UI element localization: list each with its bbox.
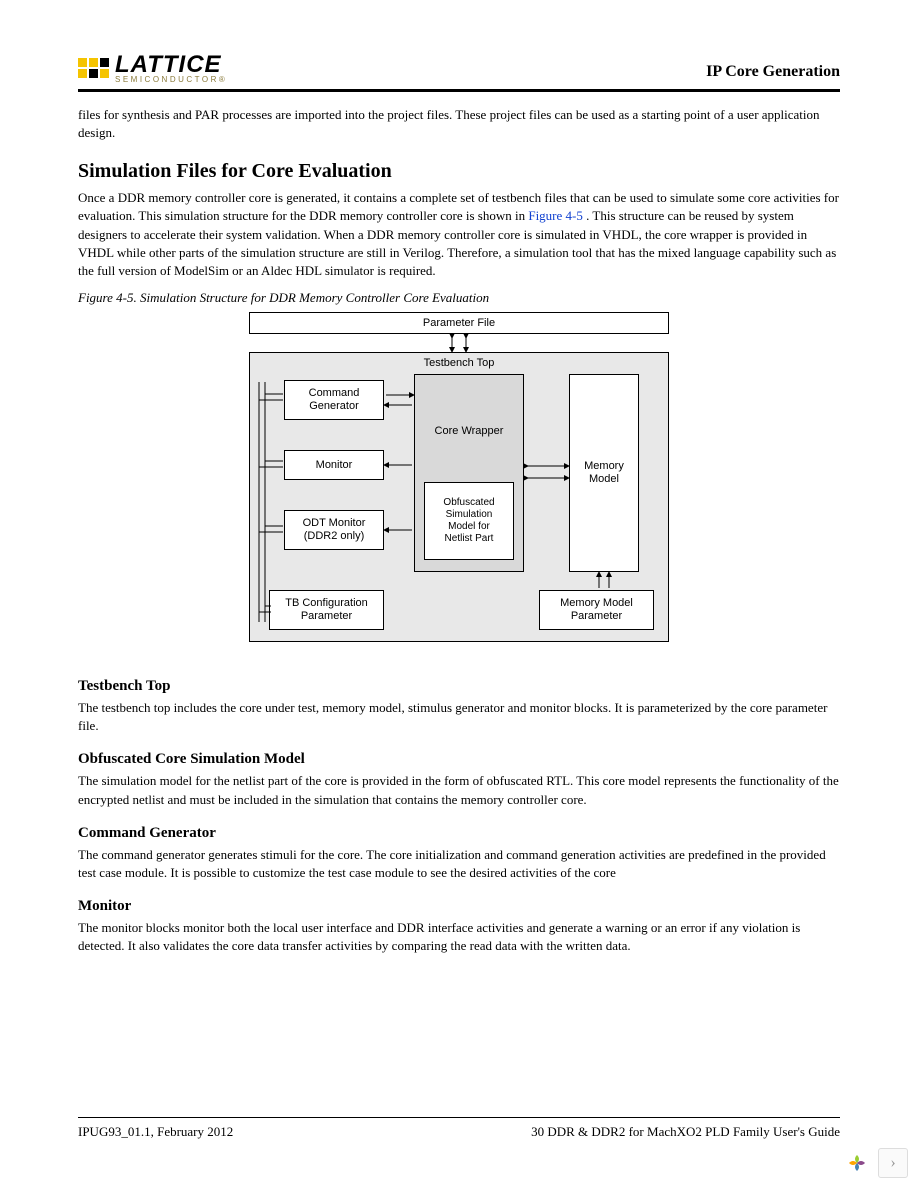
sub-testbench-top-title: Testbench Top [78, 678, 840, 695]
box-memory-model: Memory Model [569, 374, 639, 572]
box-obfuscated: Obfuscated Simulation Model for Netlist … [424, 482, 514, 560]
label-core-wrapper: Core Wrapper [435, 425, 504, 438]
sub-testbench-top-text: The testbench top includes the core unde… [78, 699, 840, 735]
header-rule [78, 89, 840, 92]
sub-monitor-title: Monitor [78, 898, 840, 915]
arrow-bidir-icon [444, 334, 474, 352]
logo-squares-icon [78, 58, 109, 78]
bus-left-icon [253, 372, 285, 632]
box-monitor: Monitor [284, 450, 384, 480]
footer-right: 30 DDR & DDR2 for MachXO2 PLD Family Use… [531, 1124, 840, 1140]
logo-main-text: LATTICE [115, 54, 227, 76]
sub-obfuscated-title: Obfuscated Core Simulation Model [78, 751, 840, 768]
page-footer: IPUG93_01.1, February 2012 30 DDR & DDR2… [78, 1117, 840, 1140]
nav-widget: › [842, 1148, 908, 1178]
figure-link[interactable]: Figure 4-5 [528, 208, 583, 223]
page-header: LATTICE SEMICONDUCTOR® IP Core Generatio… [78, 54, 840, 83]
arrow-memparam-icon [594, 572, 614, 590]
sub-cmdgen-text: The command generator generates stimuli … [78, 846, 840, 882]
nav-logo-icon[interactable] [842, 1148, 872, 1178]
arrow-cmdgen-icon [384, 390, 414, 410]
box-tb-cfg: TB Configuration Parameter [269, 590, 384, 630]
footer-rule [78, 1117, 840, 1118]
arrow-odt-icon [384, 525, 414, 535]
footer-left: IPUG93_01.1, February 2012 [78, 1124, 233, 1140]
sub-obfuscated-text: The simulation model for the netlist par… [78, 772, 840, 808]
arrow-monitor-icon [384, 460, 414, 470]
box-mem-param: Memory Model Parameter [539, 590, 654, 630]
section-sim-files-title: Simulation Files for Core Evaluation [78, 160, 840, 183]
logo-sub-text: SEMICONDUCTOR® [115, 76, 227, 83]
figure-diagram: Parameter File Testbench Top Command Gen… [78, 312, 840, 662]
section-sim-files-text: Once a DDR memory controller core is gen… [78, 189, 840, 280]
lattice-logo: LATTICE SEMICONDUCTOR® [78, 54, 227, 83]
box-parameter-file: Parameter File [249, 312, 669, 334]
box-odt: ODT Monitor (DDR2 only) [284, 510, 384, 550]
document-page: LATTICE SEMICONDUCTOR® IP Core Generatio… [0, 0, 918, 1004]
figure-caption: Figure 4-5. Simulation Structure for DDR… [78, 290, 840, 306]
next-page-button[interactable]: › [878, 1148, 908, 1178]
header-section-title: IP Core Generation [706, 63, 840, 83]
sub-cmdgen-title: Command Generator [78, 825, 840, 842]
box-cmd-gen: Command Generator [284, 380, 384, 420]
intro-paragraph: files for synthesis and PAR processes ar… [78, 106, 840, 142]
sub-monitor-text: The monitor blocks monitor both the loca… [78, 919, 840, 955]
label-testbench-top: Testbench Top [250, 357, 668, 370]
arrow-mem-icon [524, 460, 569, 484]
